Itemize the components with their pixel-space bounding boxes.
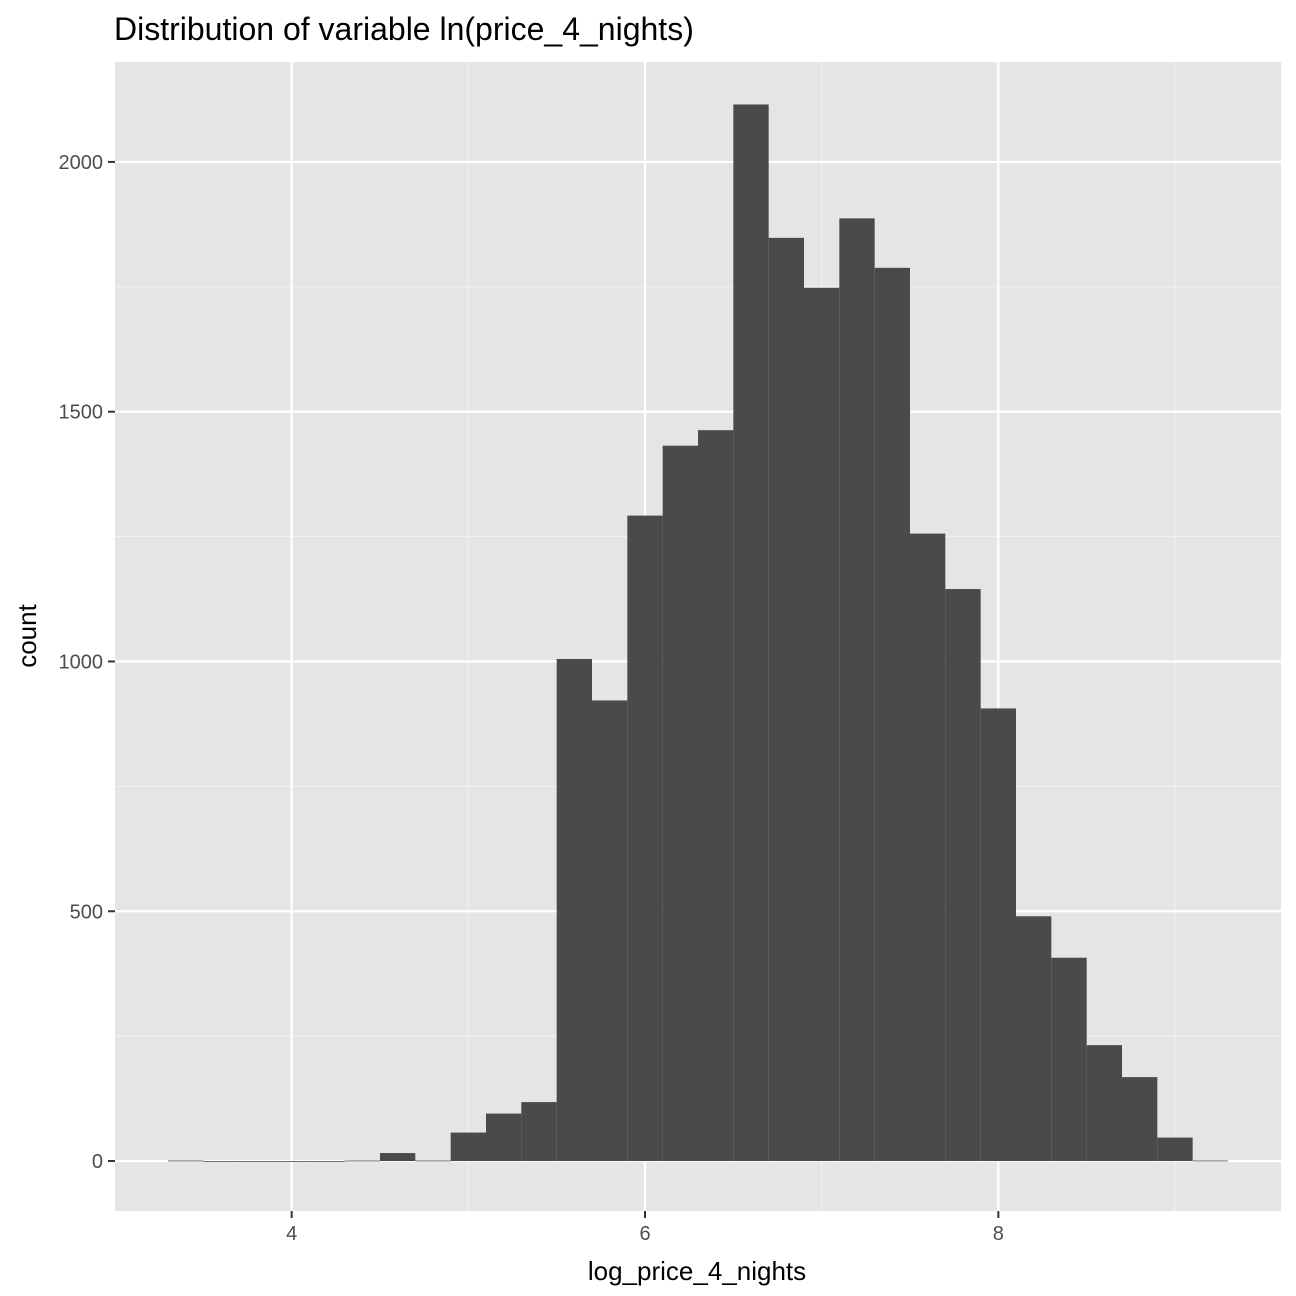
histogram-bar	[627, 515, 663, 1162]
histogram-bar	[980, 708, 1016, 1162]
histogram-bar	[1122, 1077, 1158, 1162]
histogram-bar	[733, 104, 769, 1162]
histogram-bar	[839, 218, 875, 1162]
histogram-bar	[698, 430, 734, 1162]
histogram-bar	[344, 1160, 380, 1162]
histogram-bar	[804, 287, 840, 1162]
histogram-bar	[1016, 916, 1052, 1162]
y-tick-label: 1000	[59, 651, 104, 673]
histogram-bar	[874, 267, 910, 1162]
histogram-bars	[168, 104, 1228, 1162]
histogram-bar	[945, 589, 981, 1162]
y-tick-label: 1500	[59, 402, 104, 424]
histogram-bar	[274, 1161, 310, 1162]
histogram-bar	[592, 700, 628, 1162]
y-axis-title: count	[12, 603, 42, 667]
histogram-bar	[521, 1102, 557, 1162]
y-tick-label: 0	[92, 1151, 103, 1173]
histogram-bar	[768, 237, 804, 1162]
chart-title: Distribution of variable ln(price_4_nigh…	[114, 11, 694, 47]
histogram-bar	[415, 1160, 451, 1162]
y-axis: 0 500 1000 1500 2000	[59, 152, 115, 1173]
x-tick-label: 6	[639, 1223, 650, 1245]
histogram-bar	[486, 1113, 522, 1162]
histogram-bar	[556, 658, 592, 1162]
histogram-bar	[203, 1161, 239, 1162]
histogram-bar	[238, 1161, 274, 1162]
histogram-bar	[309, 1161, 345, 1162]
histogram-bar	[662, 445, 698, 1162]
histogram-bar	[168, 1160, 204, 1162]
histogram-bar	[380, 1153, 416, 1162]
y-tick-label: 500	[70, 901, 103, 923]
x-axis: 4 6 8	[286, 1211, 1004, 1245]
x-tick-label: 4	[286, 1223, 297, 1245]
histogram-bar	[450, 1132, 486, 1162]
x-axis-title: log_price_4_nights	[588, 1256, 806, 1286]
histogram-bar	[1086, 1045, 1122, 1162]
x-tick-label: 8	[993, 1223, 1004, 1245]
histogram-bar	[910, 533, 946, 1162]
y-tick-label: 2000	[59, 152, 104, 174]
histogram-bar	[1157, 1137, 1193, 1162]
histogram-bar	[1192, 1160, 1228, 1162]
histogram-bar	[1051, 957, 1087, 1162]
